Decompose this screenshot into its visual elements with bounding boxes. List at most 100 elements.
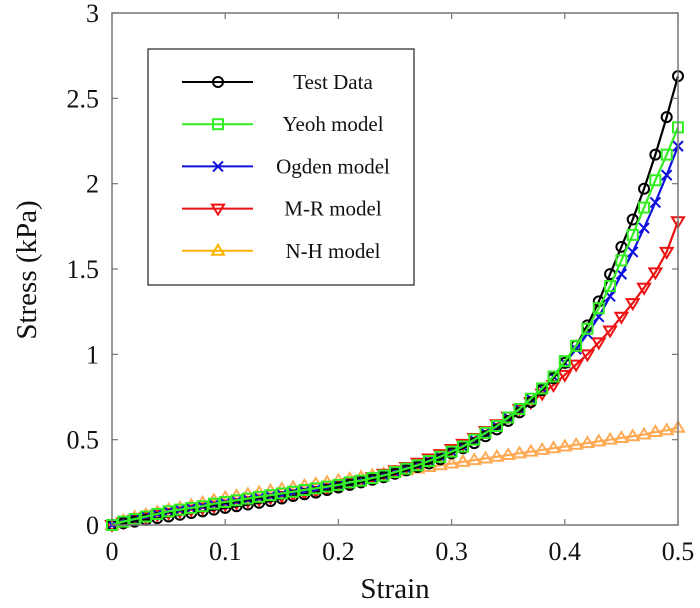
data-point	[456, 440, 469, 453]
data-point	[489, 448, 505, 462]
data-point	[151, 507, 164, 520]
legend: Test Data Yeoh model Ogden model M-R model N…	[147, 48, 415, 286]
data-point	[332, 478, 345, 491]
legend-item: N-H model	[182, 239, 381, 263]
data-point	[558, 355, 571, 368]
legend-item: Ogden model	[182, 154, 390, 178]
data-point	[241, 492, 254, 505]
legend-item: Yeoh model	[182, 112, 384, 136]
data-point	[602, 325, 618, 339]
data-point	[422, 455, 435, 467]
data-point	[592, 302, 605, 315]
data-point	[477, 450, 494, 464]
data-point	[638, 222, 650, 234]
legend-label: N-H model	[285, 239, 380, 263]
y-tick-label: 2.5	[67, 84, 100, 113]
data-point	[649, 174, 662, 187]
legend-label: M-R model	[284, 197, 382, 221]
legend-marker	[212, 160, 224, 173]
data-point	[500, 447, 516, 461]
data-point	[264, 489, 277, 502]
data-point	[511, 445, 528, 459]
data-point	[455, 453, 471, 467]
data-point	[524, 392, 537, 405]
data-point	[647, 267, 664, 281]
data-point	[636, 426, 652, 440]
y-axis-title: Stress (kPa)	[11, 200, 43, 339]
data-point	[615, 268, 628, 280]
data-point	[185, 501, 198, 514]
data-point	[219, 495, 232, 508]
legend-label: Test Data	[293, 70, 373, 94]
legend-item: M-R model	[182, 197, 382, 221]
data-point	[468, 433, 481, 446]
data-point	[579, 435, 596, 449]
data-point	[638, 201, 651, 214]
data-point	[355, 474, 368, 487]
x-tick-label: 0.2	[322, 537, 355, 566]
data-point	[638, 182, 651, 195]
data-point	[536, 382, 549, 395]
data-point	[660, 111, 673, 124]
data-point	[658, 422, 675, 436]
data-point	[649, 148, 662, 161]
data-point	[207, 497, 220, 510]
legend-marker	[212, 76, 224, 88]
data-point	[660, 148, 673, 161]
data-point	[557, 438, 573, 452]
legend-marker	[210, 203, 226, 217]
data-point	[490, 420, 503, 433]
data-point	[649, 196, 662, 209]
data-point	[627, 246, 639, 258]
data-point	[590, 337, 607, 351]
data-point	[626, 213, 639, 226]
data-point	[545, 440, 562, 454]
y-tick-label: 0.5	[67, 426, 100, 455]
data-point	[570, 339, 583, 352]
data-point	[557, 369, 573, 383]
data-point	[568, 436, 584, 450]
y-tick-label: 1.5	[67, 255, 100, 284]
legend-marker	[212, 118, 224, 131]
data-point	[434, 450, 447, 463]
y-tick-label: 2	[86, 170, 99, 199]
y-tick-label: 1	[86, 340, 99, 369]
data-point	[604, 280, 617, 293]
data-point	[400, 462, 413, 475]
series-yeoh-model	[106, 121, 684, 531]
x-axis-title: Strain	[360, 573, 430, 605]
x-tick-label: 0.1	[209, 537, 242, 566]
data-point	[466, 452, 483, 466]
data-point	[117, 515, 130, 528]
y-tick-label: 3	[86, 0, 99, 28]
data-point	[613, 311, 630, 325]
data-point	[479, 426, 492, 439]
data-point	[309, 482, 322, 495]
data-point	[366, 472, 379, 485]
data-point	[377, 469, 390, 482]
data-point	[590, 433, 607, 447]
data-point	[443, 455, 460, 469]
data-point	[162, 505, 175, 518]
data-point	[275, 487, 288, 500]
legend-label: Yeoh model	[282, 112, 383, 136]
series-layer	[104, 70, 686, 533]
data-point	[445, 445, 458, 458]
y-tick-label: 0	[86, 511, 99, 540]
x-tick-label: 0.4	[549, 537, 582, 566]
x-tick-label: 0.5	[662, 537, 695, 566]
data-point	[389, 466, 401, 479]
data-point	[128, 513, 141, 526]
data-point	[321, 480, 334, 493]
legend-label: Ogden model	[276, 154, 390, 178]
data-point	[624, 298, 641, 312]
data-point	[343, 476, 356, 489]
data-point	[523, 443, 539, 457]
data-point	[196, 500, 209, 513]
data-point	[513, 402, 526, 415]
data-point	[624, 428, 641, 442]
data-point	[534, 441, 550, 455]
legend-item: Test Data	[182, 70, 373, 94]
data-point	[615, 254, 628, 267]
